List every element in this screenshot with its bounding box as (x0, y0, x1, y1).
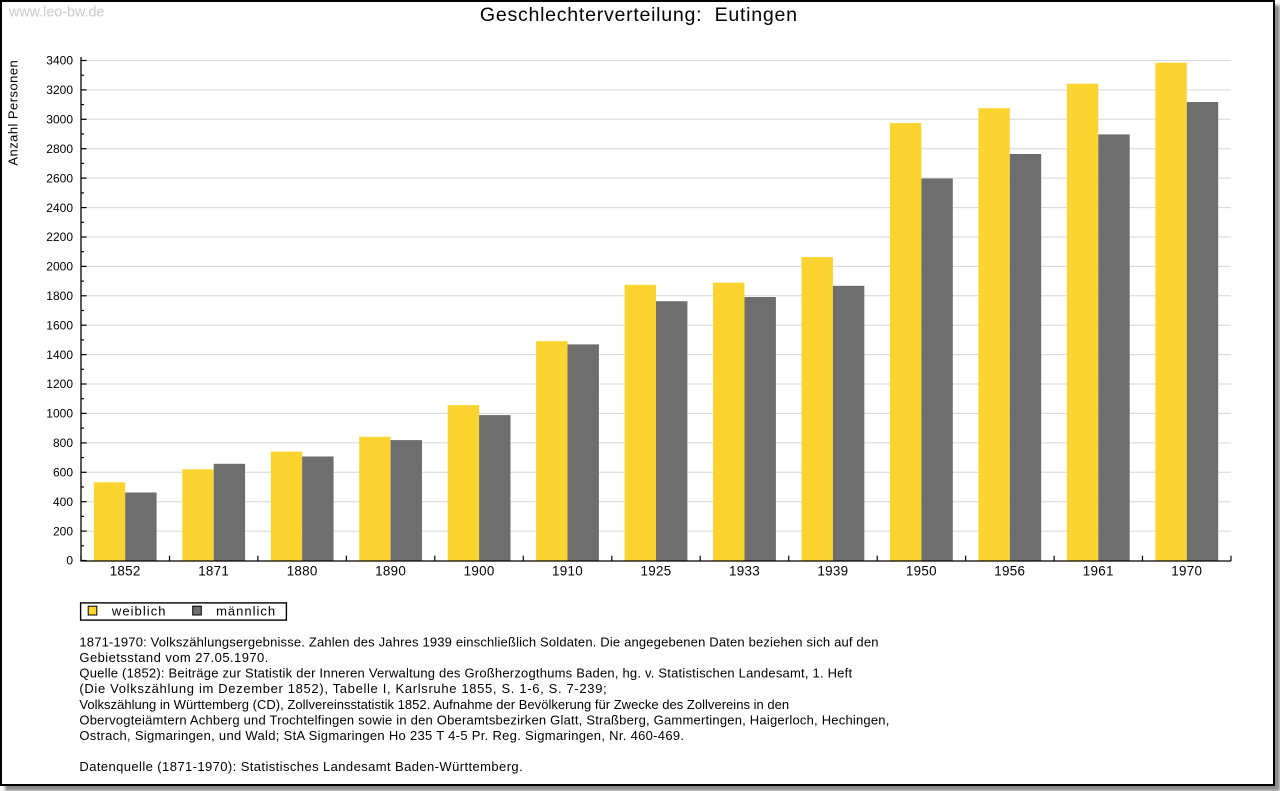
svg-text:3400: 3400 (46, 54, 73, 68)
svg-text:1900: 1900 (464, 564, 495, 579)
svg-text:2400: 2400 (46, 201, 73, 215)
svg-text:Gebietsstand vom 27.05.1970.: Gebietsstand vom 27.05.1970. (79, 650, 268, 665)
svg-text:www.leo-bw.de: www.leo-bw.de (8, 5, 104, 21)
svg-text:1939: 1939 (817, 564, 848, 579)
svg-text:2800: 2800 (46, 142, 73, 156)
svg-text:1970: 1970 (1171, 564, 1202, 579)
svg-text:1852: 1852 (110, 564, 141, 579)
svg-text:1400: 1400 (46, 348, 73, 362)
svg-text:3000: 3000 (46, 113, 73, 127)
svg-text:3200: 3200 (46, 83, 73, 97)
svg-text:1871-1970: Volkszählungsergebn: 1871-1970: Volkszählungsergebnisse. Zahl… (79, 635, 878, 650)
svg-text:600: 600 (53, 466, 73, 480)
svg-text:400: 400 (53, 495, 73, 509)
svg-text:Quelle (1852): Beiträge zur St: Quelle (1852): Beiträge zur Statistik de… (79, 666, 852, 681)
svg-text:1800: 1800 (46, 289, 73, 303)
svg-text:2000: 2000 (46, 260, 73, 274)
svg-text:Ostrach, Sigmaringen, und Wald: Ostrach, Sigmaringen, und Wald; StA Sigm… (79, 728, 684, 743)
svg-text:1950: 1950 (906, 564, 937, 579)
svg-text:2600: 2600 (46, 171, 73, 185)
svg-text:200: 200 (53, 524, 73, 538)
svg-text:1933: 1933 (729, 564, 760, 579)
svg-text:männlich: männlich (216, 603, 276, 618)
svg-text:weiblich: weiblich (111, 603, 167, 618)
svg-text:(Die Volkszählung im Dezember: (Die Volkszählung im Dezember 1852), Tab… (79, 681, 607, 696)
svg-text:1200: 1200 (46, 377, 73, 391)
svg-text:1956: 1956 (994, 564, 1025, 579)
svg-text:800: 800 (53, 436, 73, 450)
svg-text:1910: 1910 (552, 564, 583, 579)
svg-text:1925: 1925 (641, 564, 672, 579)
svg-text:Obervogteiämtern Achberg und T: Obervogteiämtern Achberg und Trochtelfin… (79, 712, 889, 727)
svg-text:1871: 1871 (198, 564, 229, 579)
svg-text:0: 0 (66, 554, 73, 568)
svg-text:1000: 1000 (46, 407, 73, 421)
svg-text:1961: 1961 (1083, 564, 1114, 579)
svg-text:1880: 1880 (287, 564, 318, 579)
svg-text:2200: 2200 (46, 230, 73, 244)
svg-text:Anzahl Personen: Anzahl Personen (6, 60, 21, 166)
svg-text:Datenquelle (1871-1970): Stati: Datenquelle (1871-1970): Statistisches L… (79, 759, 523, 774)
svg-text:Geschlechterverteilung: Eutin: Geschlechterverteilung: Eutingen (480, 4, 798, 26)
svg-text:Volkszählung in Württemberg (C: Volkszählung in Württemberg (CD), Zollve… (79, 697, 789, 712)
svg-text:1890: 1890 (375, 564, 406, 579)
svg-text:1600: 1600 (46, 318, 73, 332)
